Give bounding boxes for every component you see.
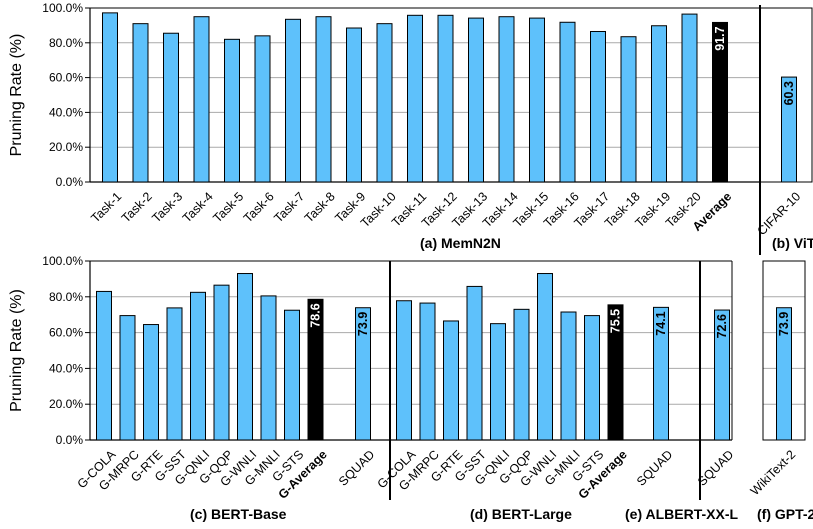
y-tick-label: 40.0% bbox=[49, 105, 83, 119]
y-tick-label: 20.0% bbox=[49, 397, 83, 411]
bar-bottom-0-4 bbox=[190, 291, 206, 441]
panel-caption: (e) ALBERT-XX-L bbox=[625, 506, 738, 522]
x-tick-label: Task-1 bbox=[88, 189, 124, 225]
y-axis-label: Pruning Rate (%) bbox=[8, 289, 25, 412]
y-tick-label: 80.0% bbox=[49, 290, 83, 304]
bar-bottom-0-0 bbox=[96, 290, 112, 441]
y-tick-label: 20.0% bbox=[49, 140, 83, 154]
bar-top-0-3 bbox=[193, 16, 210, 183]
bar-bottom-0-10 bbox=[355, 307, 371, 441]
bar-top-0-12 bbox=[468, 17, 484, 183]
bar-bottom-1-0 bbox=[396, 300, 412, 441]
bar-top-0-8 bbox=[346, 27, 362, 183]
bar-top-0-17 bbox=[620, 36, 637, 183]
bar-bottom-1-5 bbox=[513, 308, 530, 441]
bottom-chart-group: 0.0% 20.0% 40.0% 60.0% 80.0% 100.0% Pruning Ra… bbox=[8, 254, 813, 522]
bar-bottom-1-2 bbox=[443, 320, 459, 441]
bar-bottom-1-9 bbox=[607, 304, 624, 441]
data-label: 73.9 bbox=[356, 312, 370, 336]
bar-bottom-0-3 bbox=[166, 307, 183, 441]
y-tick-label: 60.0% bbox=[49, 71, 83, 85]
bar-bottom-0-5 bbox=[213, 284, 230, 441]
panel-caption: (c) BERT-Base bbox=[190, 506, 287, 522]
x-tick-label: Task-6 bbox=[241, 189, 277, 225]
y-tick-label: 100.0% bbox=[42, 254, 83, 268]
bar-bottom-1-8 bbox=[584, 315, 600, 441]
panel-frame bbox=[762, 260, 806, 441]
panel-caption: (b) ViT-B bbox=[772, 235, 813, 251]
bar-top-0-15 bbox=[559, 21, 576, 183]
x-tick-label: SQUAD bbox=[695, 447, 736, 488]
bar-top-0-13 bbox=[498, 16, 515, 183]
bar-bottom-1-10 bbox=[653, 306, 669, 441]
data-label: 60.3 bbox=[782, 81, 796, 105]
panel-frame bbox=[759, 7, 813, 183]
x-tick-label: Task-4 bbox=[180, 189, 216, 225]
y-tick-label: 40.0% bbox=[49, 361, 83, 375]
data-label: 74.1 bbox=[654, 311, 668, 335]
bar-bottom-0-8 bbox=[284, 309, 300, 441]
bar-top-0-20 bbox=[712, 21, 728, 183]
bar-top-0-5 bbox=[254, 35, 271, 183]
y-axis-label: Pruning Rate (%) bbox=[8, 34, 25, 157]
data-label: 91.7 bbox=[713, 26, 727, 50]
x-tick-label: SQUAD bbox=[634, 447, 675, 488]
x-tick-label: Task-7 bbox=[271, 189, 307, 225]
x-tick-label: Task-5 bbox=[210, 189, 246, 225]
data-label: 78.6 bbox=[309, 303, 323, 327]
bar-bottom-1-1 bbox=[419, 302, 436, 441]
x-tick-label: WikiText-2 bbox=[748, 447, 799, 498]
x-tick-label: SQUAD bbox=[336, 447, 377, 488]
x-tick-label: Task-3 bbox=[149, 189, 185, 225]
data-label: 75.5 bbox=[609, 309, 623, 333]
bar-bottom-2-0 bbox=[714, 309, 730, 441]
data-label: 73.9 bbox=[777, 312, 791, 336]
bar-bottom-1-6 bbox=[537, 273, 553, 441]
y-tick-label: 0.0% bbox=[56, 433, 84, 447]
bar-top-0-0 bbox=[102, 12, 118, 183]
bar-top-0-2 bbox=[163, 32, 179, 183]
panel-caption: (a) MemN2N bbox=[420, 235, 501, 251]
panel-caption: (d) BERT-Large bbox=[470, 506, 572, 522]
bar-bottom-1-4 bbox=[490, 323, 506, 441]
bar-top-0-16 bbox=[590, 30, 606, 183]
x-tick-label: Task-8 bbox=[302, 189, 338, 225]
bar-top-0-18 bbox=[651, 25, 667, 183]
bar-bottom-0-7 bbox=[260, 295, 277, 441]
bar-top-0-6 bbox=[285, 18, 301, 183]
bar-top-0-9 bbox=[376, 23, 393, 183]
bar-top-0-7 bbox=[315, 16, 332, 183]
top-chart-group: 0.0% 20.0% 40.0% 60.0% 80.0% 100.0% Pruning Ra… bbox=[8, 1, 813, 255]
bar-bottom-0-6 bbox=[237, 273, 253, 441]
bar-top-0-11 bbox=[437, 14, 454, 183]
bar-top-0-14 bbox=[529, 17, 545, 183]
bar-bottom-0-1 bbox=[119, 315, 136, 441]
bar-bottom-0-2 bbox=[143, 324, 159, 441]
data-label: 72.6 bbox=[715, 314, 729, 338]
x-tick-label: Task-2 bbox=[119, 189, 155, 225]
bar-top-0-1 bbox=[132, 23, 149, 183]
y-tick-label: 100.0% bbox=[42, 1, 83, 15]
bar-top-0-4 bbox=[224, 38, 240, 183]
bar-bottom-1-7 bbox=[560, 311, 577, 441]
bar-top-0-10 bbox=[407, 14, 423, 183]
bar-top-0-19 bbox=[681, 13, 698, 183]
y-tick-label: 80.0% bbox=[49, 36, 83, 50]
panel-caption: (f) GPT-2-L bbox=[757, 506, 813, 522]
y-tick-label: 60.0% bbox=[49, 326, 83, 340]
bar-bottom-1-3 bbox=[466, 285, 483, 441]
y-tick-label: 0.0% bbox=[56, 175, 84, 189]
bar-bottom-0-9 bbox=[307, 298, 324, 441]
x-tick-label: CIFAR-10 bbox=[755, 189, 804, 238]
